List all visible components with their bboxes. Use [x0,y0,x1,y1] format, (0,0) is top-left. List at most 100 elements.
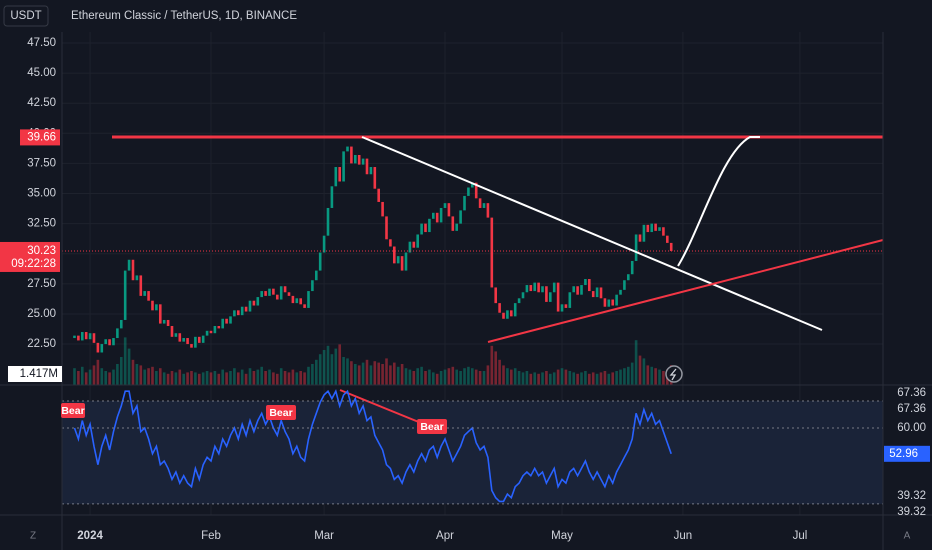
volume-bar [88,369,92,385]
x-tick-label: Feb [201,530,221,542]
icon-glyph [669,368,677,381]
candle-body [225,318,228,324]
volume-bar [178,369,182,385]
y-tick-label: 22.50 [27,338,56,350]
currency: USDT [10,10,41,22]
volume-bar [568,371,572,385]
volume-bar [408,369,412,385]
volume-bar [404,368,408,385]
volume-bar [158,368,162,385]
volume-bar [346,358,349,385]
rsi-line [73,389,672,503]
volume-bar [322,350,326,385]
volume-bar [595,373,599,385]
candle-body [432,212,435,219]
autoscale-icon[interactable]: A [904,531,911,542]
candle-body [634,234,638,261]
replay-icon[interactable] [665,365,683,383]
volume-bar [236,372,240,385]
candle-body [490,217,494,288]
volume-bar [279,368,283,385]
candle-body [443,203,447,208]
y-tick-label: 35.00 [27,188,56,200]
volume-bar [318,354,322,385]
candle-body [576,286,579,295]
candle-body [311,280,314,292]
candle-body [396,256,400,264]
volume-bar [127,348,131,385]
candle-body [521,292,525,299]
candle-body [549,292,552,302]
candle-body [264,291,267,296]
volume-bar [638,355,642,385]
candle-body [104,339,107,345]
candle-body [80,332,84,341]
volume-bar [459,371,462,385]
timezone-icon[interactable]: Z [30,531,36,542]
volume-bar [490,345,494,385]
volume-bar [112,369,115,385]
volume-bar [529,373,533,385]
volume-bar [283,371,287,385]
volume-bar [471,368,474,385]
candle-body [428,218,431,233]
candle-body [467,187,470,196]
volume-bar [197,373,201,385]
volume-bar [350,361,353,385]
volume-bar [619,369,622,385]
volume-bar [357,365,361,385]
volume-bar [658,369,661,385]
candle-body [564,304,568,308]
candle-body [119,319,123,329]
x-tick-label: Jul [793,530,808,542]
volume-bar [650,366,654,385]
candle-body [174,333,178,337]
candle-body [533,282,537,292]
volume-bar [630,362,634,385]
volume-bar [162,372,166,385]
countdown: 09:22:28 [11,258,56,270]
candle-body [377,188,380,202]
candle-body [268,288,271,296]
candle-body [275,294,279,300]
candle-body [572,286,576,293]
candle-body [416,234,420,248]
candle-body [166,319,170,326]
candle-body [471,182,474,188]
volume-bar [510,369,513,385]
volume-bar [556,369,560,385]
candle-body [353,154,357,164]
volume-bar [615,371,618,385]
candle-body [248,300,252,312]
volume-bar [307,366,310,385]
volume-bar [439,371,443,385]
volume-badge [8,366,62,382]
volume-bar [170,371,174,385]
volume-bar [412,371,416,385]
x-tick-label: Mar [314,530,334,542]
x-tick-label: Apr [436,530,454,542]
volume-bar [572,372,576,385]
candle-body [537,282,540,293]
rsi-badge [884,445,930,462]
volume-bar [248,368,252,385]
candle-body [77,335,80,341]
candle-body [658,227,661,231]
volume-bar [611,372,615,385]
volume-bar [201,372,205,385]
candle-body [346,146,349,152]
candle-body [455,223,459,231]
volume-bar [588,373,591,385]
candle-body [194,336,197,348]
volume-bar [139,365,143,385]
volume-bar [634,340,638,385]
volume-bar [275,373,279,385]
candle-body [650,223,654,233]
volume-bar [654,368,657,385]
volume-bar [369,365,373,385]
candle-body [334,167,338,187]
candle-body [545,286,548,302]
volume-bar [330,354,334,385]
currency-box[interactable] [3,5,49,27]
volume-bar [92,365,96,385]
